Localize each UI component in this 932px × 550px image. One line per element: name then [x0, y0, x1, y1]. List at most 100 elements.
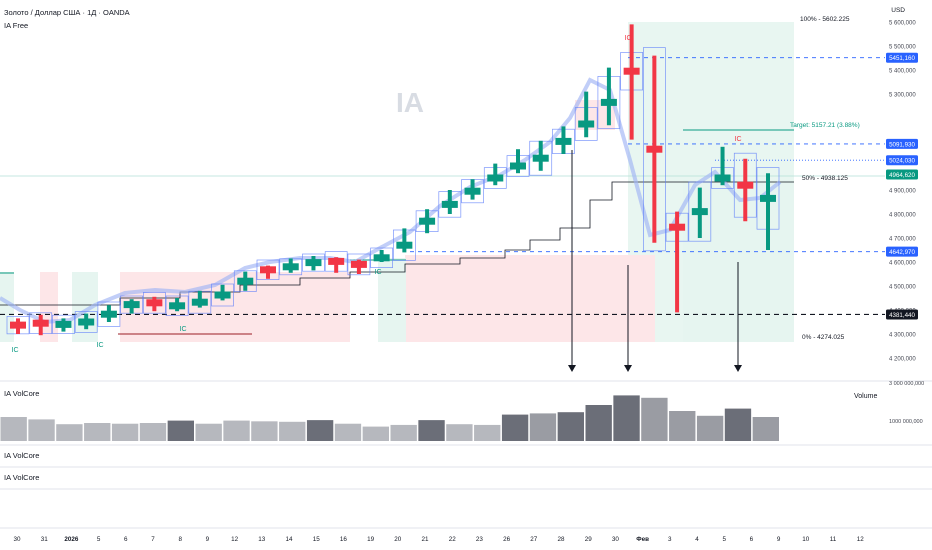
candle-crossbar [305, 259, 322, 267]
price-badge-text: 5024,030 [889, 158, 915, 165]
volume-bar [223, 420, 250, 441]
candle-crossbar [237, 277, 254, 285]
candle-crossbar [714, 174, 731, 182]
candle [597, 67, 621, 129]
volume-label: Volume [854, 393, 877, 400]
candle [506, 149, 530, 177]
price-badge [886, 169, 918, 180]
volume-bar [84, 423, 111, 441]
ic-label: IC [97, 342, 104, 349]
candle-crossbar [328, 257, 345, 265]
time-tick: 2026 [64, 536, 79, 543]
time-tick: 6 [124, 536, 128, 543]
time-tick: 13 [258, 536, 266, 543]
volume-bar [111, 423, 139, 441]
volume-bar [529, 413, 557, 441]
candle-crossbar [555, 137, 572, 145]
candle [233, 270, 257, 292]
volume-bar [362, 426, 389, 441]
time-tick: 19 [367, 536, 375, 543]
time-tick: 30 [612, 536, 620, 543]
candle [370, 247, 393, 268]
candle-crossbar [373, 254, 390, 262]
candle-frame [165, 295, 189, 316]
volume-tick: 3 000 000,000 [889, 381, 924, 387]
time-tick: 8 [178, 536, 182, 543]
candle [29, 312, 53, 336]
price-badge [886, 52, 918, 63]
candle-crossbar [532, 154, 549, 162]
volcore-pane-1-label[interactable]: IA VolCore [4, 389, 40, 398]
candle [483, 163, 507, 189]
symbol-title[interactable]: Золото / Доллар США · 1Д · OANDA [4, 8, 130, 17]
volume-bar [195, 423, 222, 441]
volume-bar [724, 408, 752, 441]
time-tick: 28 [557, 536, 565, 543]
volume-bar [557, 412, 584, 441]
candle-crossbar [214, 291, 231, 299]
candle-crossbar [100, 310, 117, 318]
watermark-logo: IA [396, 87, 424, 118]
volume-bar [28, 419, 55, 441]
candle [188, 290, 212, 314]
candle [529, 140, 553, 176]
ic-label: IC [12, 347, 19, 354]
time-tick: 26 [503, 536, 511, 543]
time-tick: 21 [421, 536, 429, 543]
time-tick: 12 [857, 536, 865, 543]
fib-bottom-label: 0% - 4274.025 [802, 334, 845, 341]
candle [6, 316, 30, 335]
candle-crossbar [169, 302, 186, 310]
volume-bar [251, 421, 278, 441]
candle-crossbar [350, 260, 367, 268]
candle-frame [211, 283, 234, 307]
volume-bar [752, 417, 779, 441]
price-badge-text: 4381,440 [889, 312, 915, 319]
candle-crossbar [282, 263, 299, 271]
candle [74, 311, 98, 333]
candle [302, 253, 325, 272]
candle [620, 24, 643, 140]
candle-crossbar [10, 321, 26, 329]
price-badge-text: 4642,970 [889, 249, 915, 256]
zone-red-2 [120, 272, 350, 342]
indicator-name[interactable]: IA Free [4, 21, 29, 30]
volume-tick: 1000 000,000 [889, 419, 923, 425]
candle-crossbar [646, 145, 663, 153]
time-tick: 31 [41, 536, 49, 543]
price-tick: 5 300,000 [889, 93, 916, 99]
candle [324, 251, 348, 273]
currency-label[interactable]: USD [891, 7, 905, 14]
candle-crossbar [487, 174, 504, 182]
time-tick: 6 [750, 536, 754, 543]
time-tick: 4 [695, 536, 699, 543]
time-tick: 10 [802, 536, 810, 543]
candle-frame [347, 253, 371, 276]
candle-crossbar [578, 120, 595, 128]
candle-crossbar [600, 98, 617, 106]
volcore-pane-2-label[interactable]: IA VolCore [4, 451, 40, 460]
time-tick: 5 [97, 536, 101, 543]
volcore-pane-3-label[interactable]: IA VolCore [4, 473, 40, 482]
candle [438, 190, 462, 218]
candle-crossbar [55, 320, 72, 328]
time-tick: Фев [636, 536, 649, 543]
time-tick: 5 [722, 536, 726, 543]
volume-bar [306, 420, 334, 441]
candle-crossbar [510, 162, 526, 170]
price-badge-text: 5091,930 [889, 141, 915, 148]
candle [733, 152, 757, 222]
price-tick: 4 500,000 [889, 285, 916, 291]
volume-bar [139, 423, 167, 441]
candle [256, 259, 280, 280]
time-tick: 23 [476, 536, 484, 543]
candle-crossbar [464, 187, 481, 195]
volume-bar [669, 411, 696, 441]
volume-bar [0, 417, 27, 441]
candle-frame [97, 301, 121, 327]
price-tick: 5 600,000 [889, 21, 916, 27]
target-label: Target: 5157.21 (3.88%) [790, 122, 860, 129]
time-tick: 20 [394, 536, 402, 543]
volume-bar [696, 415, 724, 441]
